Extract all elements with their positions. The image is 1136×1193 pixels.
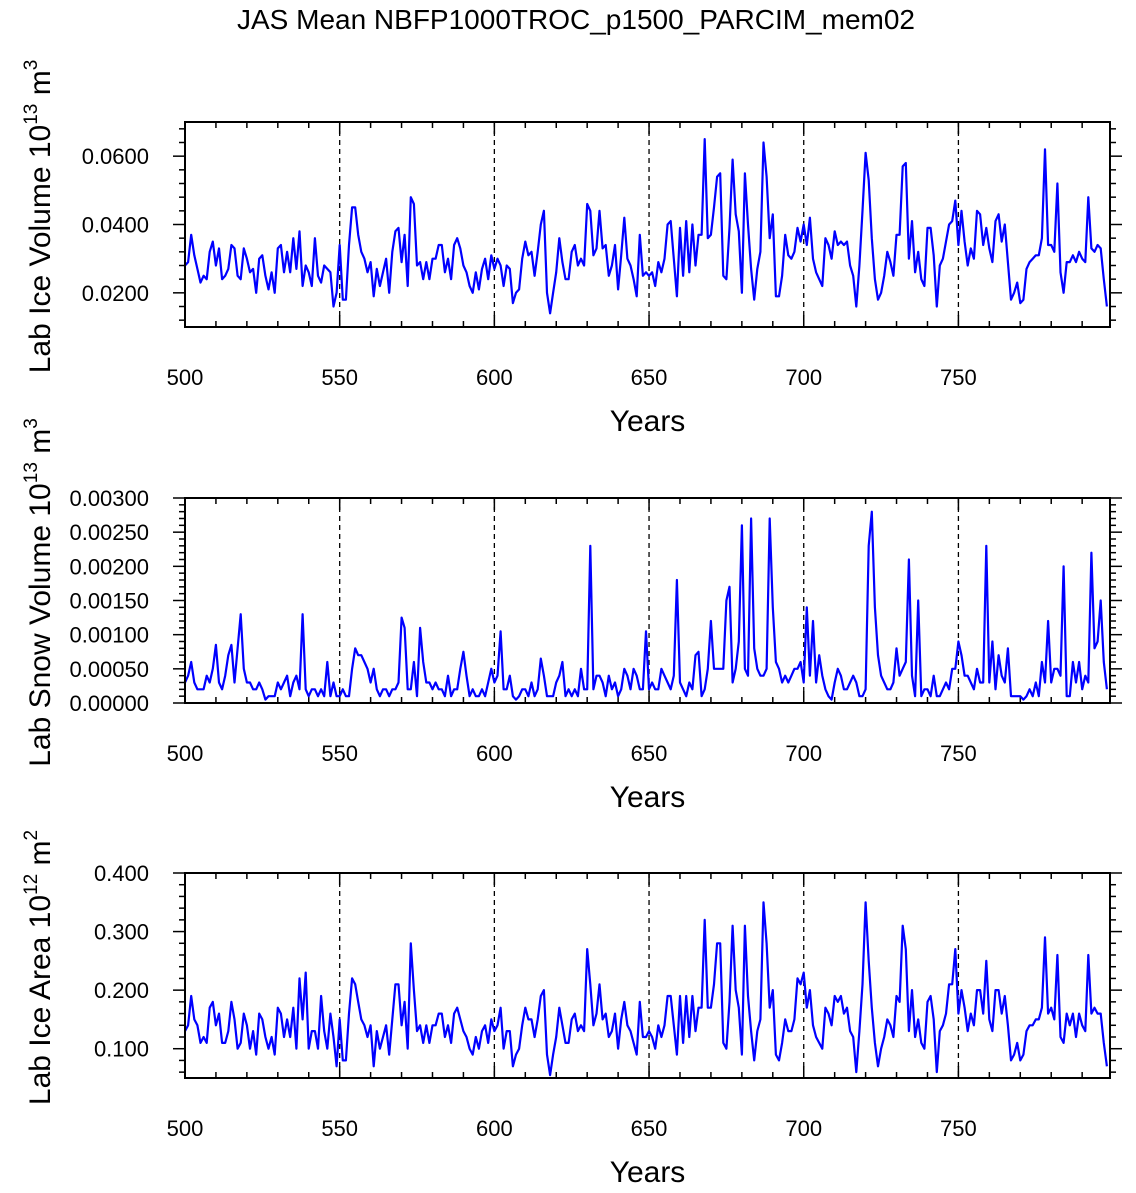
y-tick-label: 0.00000 xyxy=(69,691,149,716)
x-tick-label: 500 xyxy=(167,741,204,766)
y-label-unit: m xyxy=(24,840,57,873)
y-tick-label: 0.100 xyxy=(94,1037,149,1062)
y-tick-label: 0.00250 xyxy=(69,520,149,545)
x-tick-label: 700 xyxy=(785,1116,822,1141)
x-tick-label: 500 xyxy=(167,1116,204,1141)
y-axis-label: Lab Ice Area 1012 m2 xyxy=(21,830,57,1105)
x-axis-label: Years xyxy=(610,405,686,438)
x-tick-label: 500 xyxy=(167,365,204,390)
series-line xyxy=(183,510,1108,701)
x-tick-label: 750 xyxy=(940,1116,977,1141)
plot-frame xyxy=(184,497,1111,704)
y-tick-label: 0.00150 xyxy=(69,589,149,614)
panel-3: 500 550 600 650 700 750 0.100 0.200 0.300 0.400 Ye… xyxy=(21,830,1122,1189)
plot-frame xyxy=(184,121,1111,328)
x-tick-label: 750 xyxy=(940,365,977,390)
x-tick-label: 600 xyxy=(476,365,513,390)
y-tick-label: 0.00050 xyxy=(69,657,149,682)
y-axis-label: Lab Ice Volume 1013 m3 xyxy=(21,60,57,374)
series-line xyxy=(184,901,1108,1077)
x-tick-label: 650 xyxy=(631,741,668,766)
x-tick-label: 750 xyxy=(940,741,977,766)
plot-frame xyxy=(184,872,1111,1079)
x-tick-label: 600 xyxy=(476,741,513,766)
panel-1: 500 550 600 650 700 750 0.0200 0.0400 0.0600 Year… xyxy=(21,60,1122,438)
y-label-text: Lab Ice Area 10 xyxy=(24,895,57,1105)
y-tick-label: 0.00100 xyxy=(69,623,149,648)
y-tick-label: 0.00200 xyxy=(69,554,149,579)
x-axis-label: Years xyxy=(610,1156,686,1188)
y-label-unit-exponent: 3 xyxy=(21,60,42,71)
x-tick-label: 550 xyxy=(321,741,358,766)
y-label-exponent: 12 xyxy=(21,874,42,895)
y-axis-label: Lab Snow Volume 1013 m3 xyxy=(21,418,57,767)
x-tick-label: 550 xyxy=(321,1116,358,1141)
y-tick-label: 0.300 xyxy=(94,920,149,945)
y-tick-label: 0.0400 xyxy=(82,213,149,238)
x-tick-label: 600 xyxy=(476,1116,513,1141)
x-tick-label: 700 xyxy=(785,741,822,766)
panel-2: 500 550 600 650 700 750 0.00000 0.00050 0.00100 0… xyxy=(21,418,1122,814)
x-tick-label: 650 xyxy=(631,365,668,390)
y-tick-label: 0.00300 xyxy=(69,486,149,511)
x-tick-label: 550 xyxy=(321,365,358,390)
y-tick-label: 0.0200 xyxy=(82,281,149,306)
y-label-exponent: 13 xyxy=(21,462,42,483)
y-label-text: Lab Ice Volume 10 xyxy=(24,125,57,374)
y-tick-label: 0.0600 xyxy=(82,144,149,169)
y-label-unit: m xyxy=(24,70,57,103)
y-label-text: Lab Snow Volume 10 xyxy=(24,483,57,767)
x-axis-label: Years xyxy=(610,781,686,814)
y-tick-label: 0.200 xyxy=(94,978,149,1003)
x-tick-label: 700 xyxy=(785,365,822,390)
y-label-unit-exponent: 3 xyxy=(21,418,42,429)
y-tick-label: 0.400 xyxy=(94,861,149,886)
y-label-exponent: 13 xyxy=(21,104,42,125)
y-label-unit: m xyxy=(24,429,57,462)
y-label-unit-exponent: 2 xyxy=(21,830,42,841)
series-line xyxy=(184,138,1108,315)
x-tick-label: 650 xyxy=(631,1116,668,1141)
chart-title: JAS Mean NBFP1000TROC_p1500_PARCIM_mem02 xyxy=(237,4,915,35)
